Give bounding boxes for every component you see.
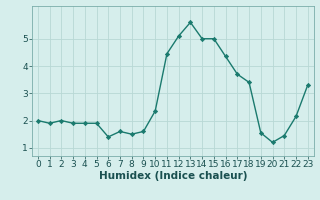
X-axis label: Humidex (Indice chaleur): Humidex (Indice chaleur): [99, 171, 247, 181]
